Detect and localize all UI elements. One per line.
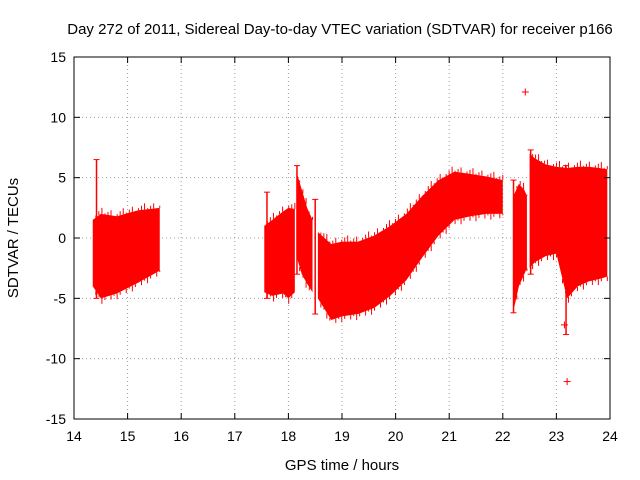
axis-ticks: 14 15 16 17 18 19 20 21 22 23 24 -15 -10 -5 0 5 10 15 [46, 49, 618, 444]
y-tick-label: 5 [58, 170, 66, 186]
y-tick-label: 15 [50, 49, 66, 65]
band-1 [92, 207, 160, 299]
outlier-point [518, 268, 526, 276]
outlier-point [560, 321, 568, 329]
x-tick-label: 15 [120, 428, 136, 444]
chart-title: Day 272 of 2011, Sidereal Day-to-day VTE… [67, 21, 613, 38]
x-tick-label: 19 [334, 428, 350, 444]
y-tick-label: -5 [54, 290, 67, 306]
y-tick-label: 0 [58, 230, 66, 246]
y-tick-label: 10 [50, 109, 66, 125]
x-tick-label: 14 [66, 428, 82, 444]
outlier-point [563, 378, 571, 386]
outlier-point [521, 88, 529, 96]
x-tick-label: 18 [281, 428, 297, 444]
band-3 [296, 171, 313, 293]
x-tick-label: 24 [602, 428, 618, 444]
band-6 [529, 153, 608, 299]
y-tick-label: -15 [46, 411, 66, 427]
band-4 [317, 171, 503, 321]
band-5 [513, 183, 527, 311]
band-2 [264, 207, 295, 299]
y-axis-label: SDTVAR / TECUs [5, 178, 22, 298]
x-tick-label: 23 [549, 428, 565, 444]
x-tick-label: 16 [173, 428, 189, 444]
data-points [92, 88, 608, 386]
x-axis-label: GPS time / hours [285, 457, 399, 474]
x-tick-label: 21 [441, 428, 457, 444]
x-tick-label: 20 [388, 428, 404, 444]
x-tick-label: 17 [227, 428, 243, 444]
x-tick-label: 22 [495, 428, 511, 444]
y-tick-label: -10 [46, 351, 66, 367]
